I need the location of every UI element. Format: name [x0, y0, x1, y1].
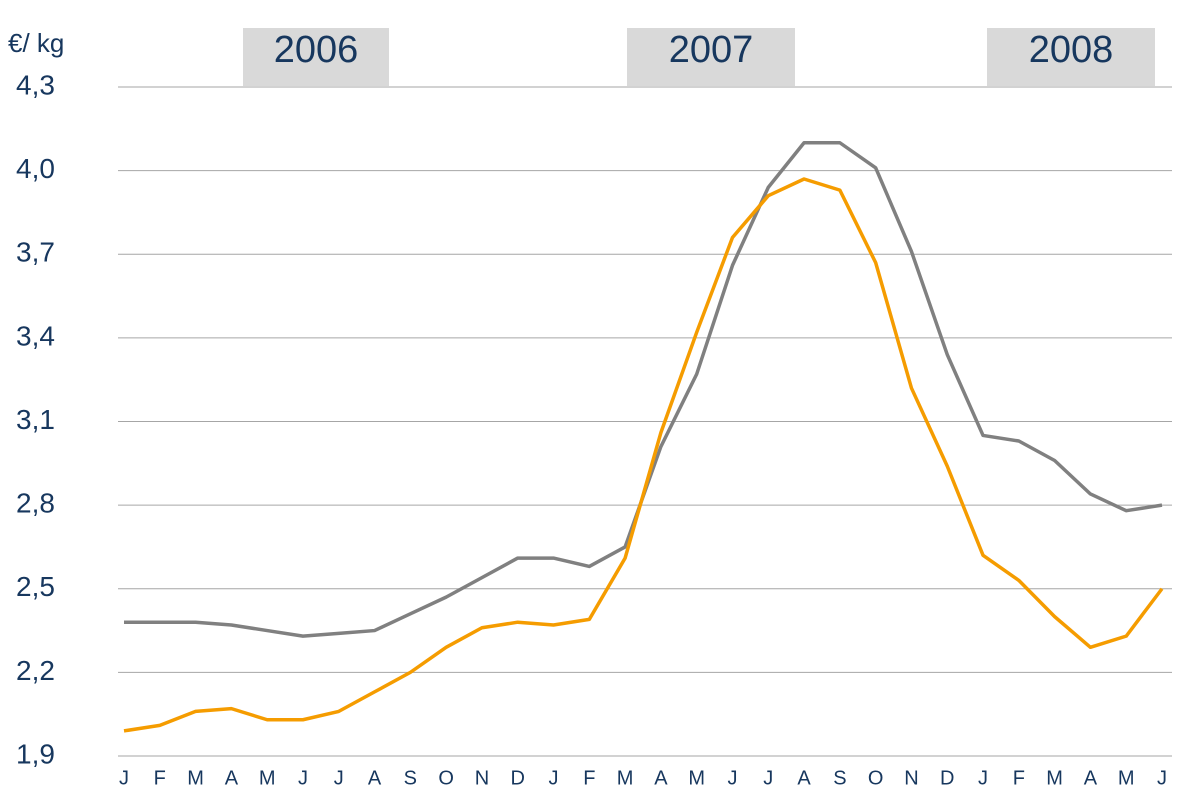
x-tick-label: A — [368, 767, 382, 789]
x-tick-label: D — [510, 767, 524, 789]
x-tick-label: J — [334, 767, 344, 789]
year-box — [627, 28, 795, 86]
x-tick-label: J — [978, 767, 988, 789]
x-tick-label: S — [404, 767, 417, 789]
x-tick-label: A — [225, 767, 239, 789]
x-tick-label: F — [1013, 767, 1025, 789]
x-tick-label: J — [1157, 767, 1167, 789]
x-tick-label: F — [154, 767, 166, 789]
y-tick-label: 4,3 — [16, 69, 55, 100]
y-tick-label: 3,4 — [16, 320, 55, 351]
y-tick-label: 2,2 — [16, 655, 55, 686]
x-tick-label: A — [797, 767, 811, 789]
x-tick-label: O — [868, 767, 884, 789]
x-tick-label: M — [187, 767, 204, 789]
x-tick-label: M — [688, 767, 705, 789]
year-box — [243, 28, 389, 86]
x-tick-label: J — [727, 767, 737, 789]
x-tick-label: M — [259, 767, 276, 789]
year-label: 2008 — [1029, 29, 1114, 71]
y-tick-label: 3,7 — [16, 237, 55, 268]
x-tick-label: M — [1118, 767, 1135, 789]
year-label: 2007 — [669, 29, 754, 71]
x-tick-label: J — [298, 767, 308, 789]
y-axis-label: €/ kg — [8, 28, 64, 58]
x-tick-label: S — [833, 767, 846, 789]
x-tick-label: J — [119, 767, 129, 789]
x-tick-label: M — [1046, 767, 1063, 789]
y-tick-label: 3,1 — [16, 404, 55, 435]
y-tick-label: 2,8 — [16, 488, 55, 519]
y-tick-label: 1,9 — [16, 738, 55, 769]
x-tick-label: F — [583, 767, 595, 789]
x-tick-label: A — [1084, 767, 1098, 789]
x-tick-label: M — [617, 767, 634, 789]
year-label: 2006 — [274, 29, 359, 71]
line — [123, 177, 1164, 733]
x-tick-label: J — [763, 767, 773, 789]
x-tick-label: A — [654, 767, 668, 789]
line — [124, 141, 1163, 638]
x-tick-label: D — [940, 767, 954, 789]
year-box — [987, 28, 1155, 86]
y-tick-label: 2,5 — [16, 571, 55, 602]
y-tick-label: 4,0 — [16, 153, 55, 184]
x-tick-label: N — [904, 767, 918, 789]
x-tick-label: J — [549, 767, 559, 789]
x-tick-label: O — [438, 767, 454, 789]
x-tick-label: N — [475, 767, 489, 789]
